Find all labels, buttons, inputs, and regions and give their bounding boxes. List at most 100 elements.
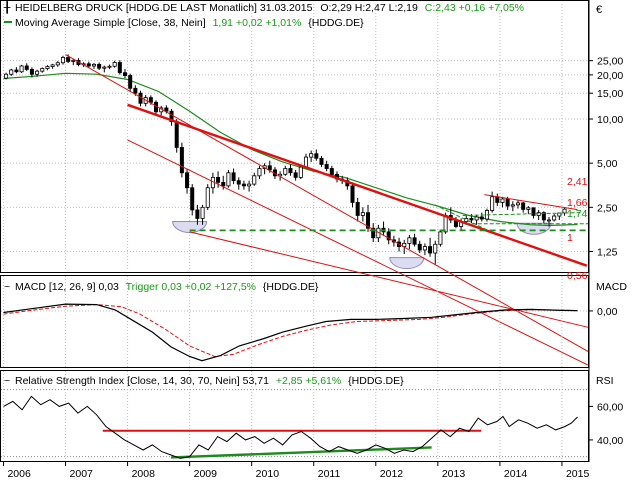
x-axis-year-label: 2008 (132, 468, 156, 480)
candle-body (247, 183, 252, 187)
candle-body (562, 208, 567, 214)
rsi-header-legend: ~ Relative Strength Index [Close, 14, 30… (4, 375, 614, 387)
price-y-tick-label: 5,00 (597, 158, 618, 170)
candle-body (422, 246, 427, 251)
rsi-header-symbol: {HDDG.DE} (348, 375, 404, 387)
candle-body (174, 121, 179, 148)
candle-body (128, 75, 133, 89)
euro-icon: € (596, 4, 602, 16)
price-header-title: HEIDELBERG DRUCK [HDDG.DE LAST Monatlich… (15, 2, 313, 14)
candle-body (324, 164, 329, 169)
candle-body (469, 218, 474, 221)
candle-body (9, 69, 14, 75)
candle-body (4, 73, 9, 79)
price-y-tick-label: 15,00 (597, 88, 623, 100)
lower-channel-line (189, 231, 589, 328)
rsi-y-tick-label: 40,00 (597, 435, 623, 447)
candle-body (386, 231, 391, 241)
rsi-panel: 60,00 40,00 (1, 371, 623, 461)
fan-trendline (127, 139, 589, 366)
x-axis-year-label: 2010 (256, 468, 280, 480)
candle-body (541, 212, 546, 221)
pivot-arc (389, 257, 425, 270)
candle-body (236, 180, 241, 185)
candle-body (319, 157, 324, 165)
candle-body (329, 168, 334, 175)
candle-body (50, 64, 55, 67)
candle-body (278, 173, 283, 177)
macd-header-symbol: {HDDG.DE} (263, 281, 319, 293)
candle-body (283, 168, 288, 175)
level-label-1: 1 (567, 232, 573, 244)
x-axis-year-label: 2012 (380, 468, 404, 480)
candle-body (112, 62, 117, 67)
candle-body (547, 219, 552, 222)
x-axis-year-label: 2015 (566, 468, 590, 480)
macd-y-tick-label: 0,00 (597, 306, 618, 318)
candle-body (190, 187, 195, 211)
recent-resistance-line (484, 194, 578, 211)
rsi-header-text: Relative Strength Index [Close, 14, 30, … (15, 375, 404, 387)
macd-trigger-line (3, 304, 578, 358)
candle-body (521, 202, 526, 210)
level-label-1-66: 1,66 (567, 197, 588, 209)
candle-body (428, 246, 433, 254)
price-panel: 25,0020,0015,0010,005,002,501,252,411,66… (1, 4, 623, 366)
candle-body (314, 153, 319, 159)
candle-body (526, 207, 531, 210)
candle-body (221, 181, 226, 187)
macd-header-legend: ~ MACD [12, 26, 9] 0,03 Trigger 0,03 +0,… (4, 281, 627, 293)
ma-header-text: Moving Average Simple [Close, 38, Nein] … (15, 17, 364, 29)
candle-body (35, 70, 40, 75)
candle-body (226, 172, 231, 187)
macd-line (3, 303, 578, 362)
candle-body (164, 107, 169, 112)
candle-body (133, 87, 138, 94)
rsi-header-label: Relative Strength Index [Close, 14, 30, … (15, 375, 269, 387)
x-axis-year-label: 2006 (7, 468, 31, 480)
candle-body (66, 57, 71, 62)
candle-body (102, 66, 107, 69)
candle-body (148, 97, 153, 103)
candle-body (24, 65, 29, 70)
price-header-legend: ╂ HEIDELBERG DRUCK [HDDG.DE LAST Monatli… (3, 0, 524, 29)
candle-body (505, 198, 510, 207)
candle-body (195, 209, 200, 219)
rsi-line (3, 395, 578, 459)
price-legend-marker: ╂ (3, 0, 11, 14)
candle-body (185, 172, 190, 189)
candle-body (490, 196, 495, 211)
macd-header-label: MACD [12, 26, 9] 0,03 (15, 281, 119, 293)
candle-body (350, 185, 355, 203)
candle-body (252, 175, 257, 185)
macd-header-text: MACD [12, 26, 9] 0,03 Trigger 0,03 +0,02… (15, 281, 319, 293)
macd-legend-marker: ~ (4, 281, 10, 293)
candle-body (241, 183, 246, 187)
candle-body (293, 172, 298, 178)
candle-body (169, 110, 174, 123)
rsi-y-tick-label: 60,00 (597, 401, 623, 413)
x-axis-year-label: 2009 (194, 468, 218, 480)
candle-body (303, 156, 308, 168)
candle-body (433, 243, 438, 254)
candle-body (45, 66, 50, 69)
candle-body (464, 218, 469, 222)
breakout-dashed-line (434, 204, 488, 231)
upper-channel-line (65, 54, 589, 352)
level-label-0-56: 0,56 (567, 270, 588, 282)
candle-body (231, 172, 236, 182)
candle-body (14, 69, 19, 73)
recent-support-dashed (462, 212, 581, 216)
candle-body (531, 207, 536, 216)
candle-body (122, 72, 128, 76)
price-y-tick-label: 2,50 (597, 202, 618, 214)
macd-panel-frame (0, 275, 589, 368)
rsi-axis-label: RSI (596, 375, 614, 387)
x-axis-year-label: 2014 (504, 468, 528, 480)
price-header-ohl: O:2,29 H:2,47 L:2,19 (320, 2, 418, 14)
candle-body (179, 147, 184, 174)
rsi-panel-frame (0, 370, 589, 462)
price-header-text: HEIDELBERG DRUCK [HDDG.DE LAST Monatlich… (15, 2, 524, 14)
rsi-header-change: +2,85 +5,61% (276, 375, 341, 387)
